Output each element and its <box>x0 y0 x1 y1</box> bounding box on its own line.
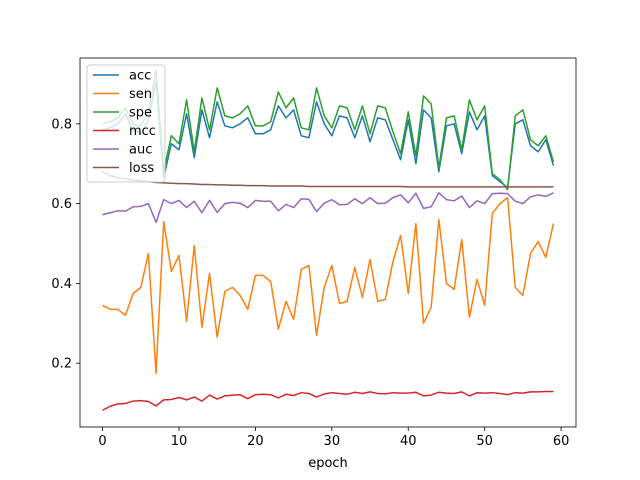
series-line-sen <box>102 196 555 374</box>
x-tick-label: 30 <box>324 434 341 449</box>
axes-frame <box>79 57 577 428</box>
x-tick-label: 0 <box>98 434 106 449</box>
y-tick-label: 0.4 <box>51 277 72 292</box>
x-tick-label: 20 <box>247 434 264 449</box>
y-axis-ticks: 0.2 0.4 0.6 0.8 <box>51 117 80 372</box>
y-tick-label: 0.6 <box>51 197 72 212</box>
y-tick-label: 0.2 <box>51 357 72 372</box>
x-tick-label: 50 <box>476 434 493 449</box>
legend: acc sen spe mcc auc loss <box>86 64 166 183</box>
legend-label-acc: acc <box>129 69 151 84</box>
series-line-acc <box>102 81 555 189</box>
x-tick-label: 60 <box>553 434 570 449</box>
series-line-auc <box>102 192 554 224</box>
series-line-spe <box>102 69 555 191</box>
legend-label-loss: loss <box>129 161 154 176</box>
series-line-loss <box>102 171 554 188</box>
legend-label-auc: auc <box>129 143 152 158</box>
x-axis-ticks: 0 10 20 30 40 50 60 <box>98 427 569 449</box>
x-tick-label: 10 <box>171 434 188 449</box>
plot-lines <box>102 69 555 411</box>
x-axis-label: epoch <box>308 456 348 471</box>
legend-label-mcc: mcc <box>129 124 156 139</box>
y-tick-label: 0.8 <box>51 117 72 132</box>
legend-label-sen: sen <box>129 87 152 102</box>
legend-label-spe: spe <box>129 106 152 121</box>
x-tick-label: 40 <box>400 434 417 449</box>
series-line-mcc <box>102 390 554 411</box>
